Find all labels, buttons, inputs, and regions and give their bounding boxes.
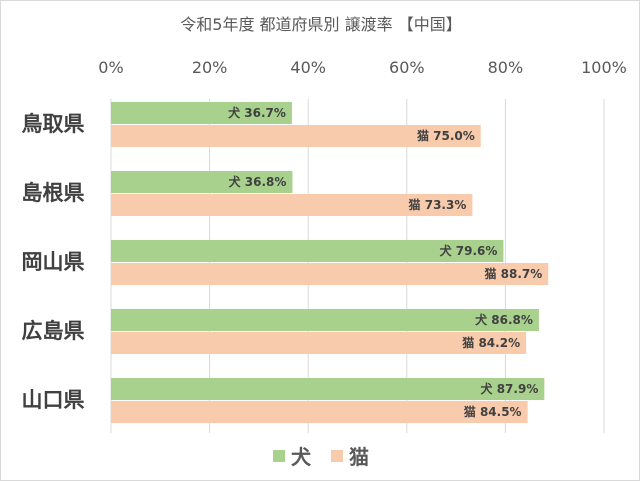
legend-swatch-cat [331,449,343,462]
data-label: 犬 79.6% [440,243,498,258]
bar-dog [111,102,292,124]
legend: 犬 猫 [1,441,640,470]
data-label: 猫 73.3% [409,197,467,212]
category-label: 島根県 [22,181,85,205]
bar-dog [111,309,539,331]
bar-cat [111,125,481,147]
data-label: 犬 87.9% [481,381,539,396]
category-label: 岡山県 [22,250,85,274]
bar-cat [111,194,473,216]
x-tick-label: 80% [488,58,524,77]
legend-item-dog: 犬 [273,441,311,470]
bar-cat [111,401,528,423]
bar-cat [111,332,527,354]
legend-label-cat: 猫 [349,445,369,469]
data-label: 猫 75.0% [417,128,475,143]
legend-label-dog: 犬 [291,445,311,469]
legend-item-cat: 猫 [331,441,369,470]
x-tick-label: 40% [290,58,326,77]
x-tick-label: 100% [581,58,627,77]
legend-swatch-dog [273,449,285,462]
bar-dog [111,378,545,400]
data-label: 犬 86.8% [475,312,533,327]
bar-dog [111,171,293,193]
x-tick-label: 0% [98,58,123,77]
data-label: 猫 84.2% [462,335,520,350]
category-label: 山口県 [22,388,85,412]
x-tick-label: 60% [389,58,425,77]
category-label: 広島県 [22,319,85,343]
data-label: 猫 84.5% [464,404,522,419]
plot-area: 0% 20% 40% 60% 80% 100%鳥取県犬 36.7%猫 75.0%島根県犬 … [22,58,627,433]
chart-title: 令和5年度 都道府県別 譲渡率 【中国】 [180,15,462,34]
data-label: 犬 36.7% [228,105,286,120]
bar-cat [111,263,549,285]
category-label: 鳥取県 [22,112,85,136]
bar-dog [111,240,504,262]
data-label: 犬 36.8% [229,174,287,189]
x-tick-label: 20% [192,58,228,77]
data-label: 猫 88.7% [484,266,542,281]
